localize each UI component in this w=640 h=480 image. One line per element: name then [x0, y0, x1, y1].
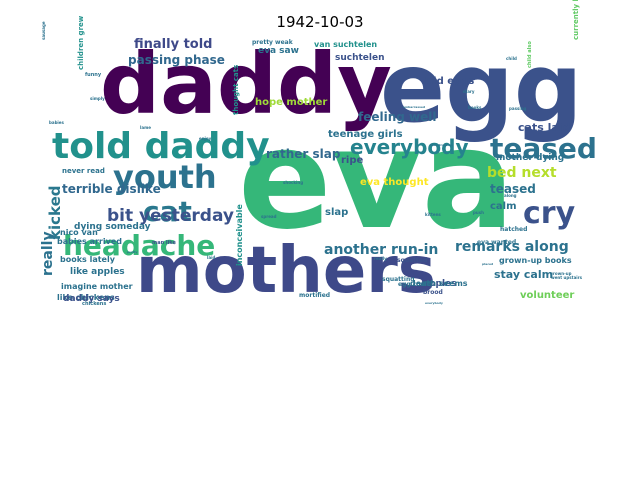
word-man-like: man like	[152, 240, 177, 246]
word-ripe: ripe	[341, 155, 364, 166]
word-terrible-dislike: terrible dislike	[62, 182, 161, 196]
word-child-also: child also	[527, 41, 533, 68]
word-menstruation: menstruation	[430, 143, 453, 147]
word-cats-laid: cats laid	[518, 121, 570, 134]
word-mothers: mothers	[136, 234, 436, 308]
word-simply: simply	[90, 96, 105, 101]
word-van-suchtelen: van suchtelen	[314, 40, 377, 49]
word-thought-cats: thought cats	[232, 65, 240, 115]
word-enjoy: enjoy	[199, 136, 212, 141]
word-grown-up: grown-up	[550, 271, 572, 276]
word-like-chickens: like chickens	[57, 293, 115, 302]
word-kicked: kicked	[46, 186, 64, 241]
word-daddy-says: daddy says	[63, 294, 120, 304]
word-babies-arrived: babies arrived	[57, 237, 122, 246]
word-imagine-mother: imagine mother	[61, 282, 133, 291]
word-diary: diary	[463, 89, 475, 94]
word-kittens: kittens	[425, 212, 441, 217]
word-currently-keeping: currently keeping	[572, 0, 580, 40]
word-teased: teased	[490, 132, 597, 165]
word-inconceivable: inconceivable	[235, 204, 244, 266]
word-laid: laid	[207, 255, 215, 260]
word-pretty-weak: pretty weak	[252, 39, 294, 46]
word-teased: teased	[490, 182, 536, 196]
word-brood: brood	[423, 289, 443, 296]
word-laid-eggs: laid eggs	[423, 76, 474, 87]
word-egg: egg	[380, 32, 583, 144]
word-rather-slap: rather slap	[266, 147, 341, 161]
word-remarks-along: remarks along	[455, 239, 569, 255]
word-suchtelen: suchtelen	[335, 53, 385, 63]
word-nico-van: nico van	[60, 228, 98, 237]
word-finally-told: finally told	[134, 37, 212, 52]
word-embarrassed: embarrassed	[403, 105, 425, 109]
word-volunteer: volunteer	[520, 290, 574, 301]
word-babies: babies	[49, 120, 65, 125]
word-daddy: daddy	[100, 35, 392, 133]
word-squatted: squatted	[397, 257, 427, 264]
word-dying-someday: dying someday	[74, 222, 151, 232]
word-told-daddy: told daddy	[52, 126, 270, 167]
word-passing: passing	[509, 106, 527, 111]
word-bit-yesterday: bit yesterday	[107, 206, 234, 226]
word-eva: eva	[238, 99, 515, 260]
word-teenage-girls: teenage girls	[328, 129, 403, 140]
word-mother-dying: mother dying	[496, 153, 564, 163]
word-books: books	[468, 105, 482, 110]
word-stay-calm: stay calm	[494, 268, 553, 281]
word-headache: headache	[63, 229, 215, 262]
word-eva-thought: eva thought	[360, 177, 429, 188]
word-sausage: sausage	[41, 21, 46, 40]
word-squatting: squatting	[382, 276, 415, 283]
word-along: along	[504, 193, 517, 198]
word-went-upstairs: went upstairs	[551, 275, 583, 280]
word-shocking: shocking	[283, 180, 303, 185]
word-eva-saw: eva saw	[258, 46, 299, 56]
word-bed-next: bed next	[487, 165, 557, 181]
word-spread: spread	[261, 214, 277, 219]
word-chickens: chickens	[82, 301, 106, 307]
word-calm: calm	[490, 201, 517, 212]
word-everybody: everybody	[350, 135, 468, 159]
word-really: really	[374, 256, 387, 261]
word-cry: cry	[523, 196, 576, 231]
word-pretty: pretty	[127, 250, 138, 254]
word-child: child	[506, 56, 517, 61]
word-apples: apples	[423, 279, 457, 289]
chart-title: 1942-10-03	[276, 13, 363, 31]
word-placed: placed	[482, 262, 493, 266]
word-cat: cat	[143, 195, 192, 228]
word-eva-wanted: eva wanted	[477, 239, 516, 246]
word-books-lately: books lately	[60, 255, 116, 264]
word-grown-up-books: grown-up books	[499, 256, 572, 265]
word-hatched: hatched	[500, 226, 527, 233]
word-funny: funny	[85, 72, 102, 78]
word-another-run-in: another run-in	[324, 242, 438, 258]
word-push: push	[473, 210, 484, 215]
word-death-seems: death seems	[410, 279, 468, 288]
word-egg-could: egg could	[398, 281, 431, 288]
word-lame: lame	[140, 125, 151, 130]
word-never-read: never read	[62, 167, 105, 175]
word-everybody: everybody	[425, 301, 443, 305]
word-youth: youth	[113, 158, 217, 196]
word-like-apples: like apples	[70, 267, 125, 277]
word-mortified: mortified	[299, 292, 330, 299]
word-hope-mother: hope mother	[255, 97, 327, 108]
word-passing-phase: passing phase	[128, 53, 225, 67]
word-slap: slap	[325, 207, 348, 218]
word-really: really	[40, 231, 56, 276]
word-children-grew: children grew	[77, 15, 85, 70]
word-feeling-well: feeling well	[358, 110, 437, 124]
